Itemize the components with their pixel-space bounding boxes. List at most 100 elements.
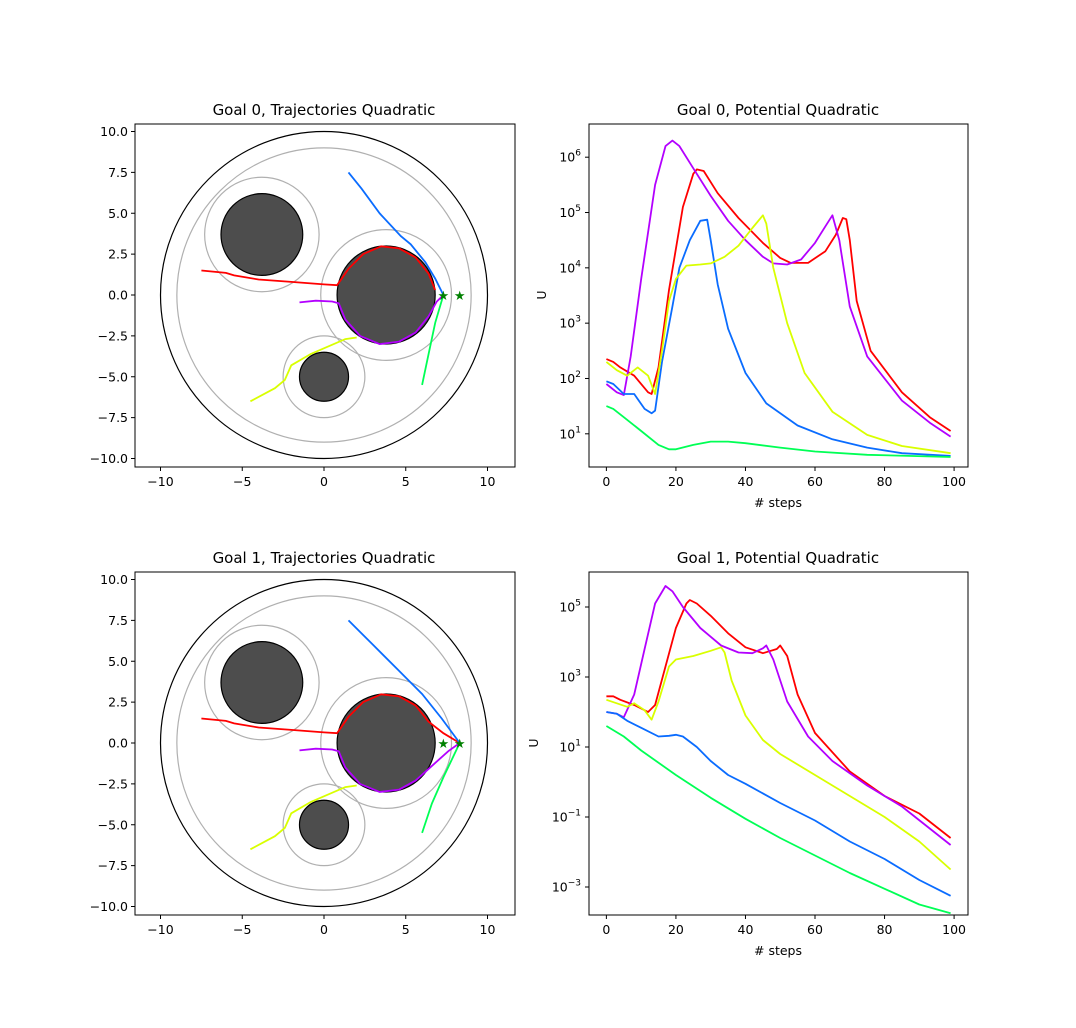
world-boundary-circle: [159, 130, 489, 460]
trajectory-line-blue: [347, 619, 461, 744]
chart-title: Goal 1, Potential Quadratic: [677, 549, 879, 567]
y-tick-label: 101: [559, 739, 581, 755]
trajectory-line-red: [201, 693, 461, 744]
trajectory-line-purple: [299, 742, 461, 793]
trajectory-line-red: [201, 245, 437, 291]
y-axis-label: U: [534, 290, 549, 299]
x-tick-label: −5: [233, 922, 251, 937]
x-axis-label: # steps: [754, 495, 802, 510]
y-tick-label: 0.0: [108, 736, 128, 751]
y-tick-label: 101: [559, 425, 581, 441]
y-tick-label: −10.0: [90, 899, 128, 914]
y-tick-label: 104: [559, 259, 581, 275]
chart-title: Goal 0, Potential Quadratic: [677, 101, 879, 119]
potential-line-yellow: [605, 214, 951, 455]
y-tick-label: 0.0: [108, 288, 128, 303]
obstacle-influence-ring: [204, 176, 320, 293]
potential-line-green: [605, 725, 951, 915]
x-tick-label: 5: [402, 922, 410, 937]
x-axis-label: # steps: [754, 943, 802, 958]
y-tick-label: 103: [559, 669, 581, 685]
y-tick-label: −5.0: [98, 369, 128, 384]
potential-line-blue: [606, 711, 952, 897]
x-tick-label: 20: [668, 922, 684, 937]
chart-title: Goal 1, Trajectories Quadratic: [213, 549, 436, 567]
x-tick-label: −10: [147, 474, 173, 489]
panel-goal0-trajectories: Goal 0, Trajectories Quadratic −10 −5 0 5 10…: [90, 101, 516, 489]
obstacle-influence-ring: [204, 624, 320, 741]
x-tick-label: 0: [320, 922, 328, 937]
world-boundary-circle: [159, 578, 489, 908]
y-tick-label: 7.5: [108, 165, 128, 180]
panel-goal1-potential: Goal 1, Potential Quadratic # steps U 0 2…: [526, 549, 969, 958]
y-tick-label: 105: [559, 599, 581, 615]
x-tick-label: 60: [807, 474, 823, 489]
x-tick-label: 100: [942, 922, 966, 937]
potential-line-green: [606, 405, 951, 458]
y-tick-label: 10−3: [552, 879, 581, 895]
x-tick-label: 40: [738, 474, 754, 489]
x-tick-label: 0: [602, 474, 610, 489]
goal-star-marker: ★: [454, 289, 466, 304]
x-tick-label: −10: [147, 922, 173, 937]
obstacle-influence-ring: [282, 783, 366, 867]
axes-frame: [588, 571, 969, 916]
panel-goal0-potential: Goal 0, Potential Quadratic # steps U 0 2…: [534, 101, 969, 510]
trajectory-line-green: [421, 742, 461, 834]
obstacle-disk: [220, 193, 304, 276]
world-inner-ring: [176, 595, 472, 891]
y-tick-label: 2.5: [108, 247, 128, 262]
goal-star-marker: ★: [438, 737, 450, 752]
trajectory-line-yellow: [249, 784, 357, 851]
y-tick-label: −10.0: [90, 451, 128, 466]
x-tick-label: 10: [480, 922, 496, 937]
axes-frame: [588, 123, 969, 468]
obstacle-disk: [220, 641, 304, 724]
chart-title: Goal 0, Trajectories Quadratic: [213, 101, 436, 119]
x-tick-label: 80: [877, 474, 893, 489]
trajectory-line-green: [421, 294, 445, 386]
y-axis-label: U: [526, 738, 541, 747]
x-tick-label: 80: [877, 922, 893, 937]
obstacle-disk: [336, 245, 436, 345]
y-tick-label: 10.0: [100, 124, 128, 139]
y-tick-label: 5.0: [108, 654, 128, 669]
y-tick-label: 7.5: [108, 613, 128, 628]
panel-goal1-trajectories: Goal 1, Trajectories Quadratic −10 −5 0 5 10…: [90, 549, 516, 937]
y-tick-label: 10.0: [100, 572, 128, 587]
obstacle-influence-ring: [320, 676, 453, 809]
y-tick-label: 10−1: [552, 809, 581, 825]
obstacle-disk: [298, 351, 350, 402]
y-tick-label: 2.5: [108, 695, 128, 710]
x-tick-label: 40: [738, 922, 754, 937]
y-tick-label: 103: [559, 315, 581, 331]
axes-frame: [134, 571, 516, 916]
x-tick-label: 100: [942, 474, 966, 489]
y-tick-label: 5.0: [108, 206, 128, 221]
y-tick-label: 106: [559, 149, 581, 165]
x-tick-label: 60: [807, 922, 823, 937]
trajectory-line-blue: [347, 171, 445, 296]
x-tick-label: 0: [320, 474, 328, 489]
trajectory-line-purple: [299, 294, 445, 346]
goal-star-marker: ★: [438, 289, 450, 304]
x-tick-label: 10: [480, 474, 496, 489]
y-tick-label: −7.5: [98, 858, 128, 873]
y-tick-label: −5.0: [98, 817, 128, 832]
x-tick-label: 20: [668, 474, 684, 489]
y-tick-label: −2.5: [98, 328, 128, 343]
potential-line-purple: [605, 139, 952, 438]
x-tick-label: 0: [602, 922, 610, 937]
y-tick-label: 105: [559, 204, 581, 220]
y-tick-label: 102: [559, 370, 581, 386]
obstacle-disk: [298, 799, 350, 850]
obstacle-influence-ring: [282, 335, 366, 419]
x-tick-label: −5: [233, 474, 251, 489]
potential-line-yellow: [606, 646, 952, 871]
x-tick-label: 5: [402, 474, 410, 489]
y-tick-label: −2.5: [98, 776, 128, 791]
axes-frame: [134, 123, 516, 468]
y-tick-label: −7.5: [98, 410, 128, 425]
potential-line-blue: [606, 218, 951, 457]
